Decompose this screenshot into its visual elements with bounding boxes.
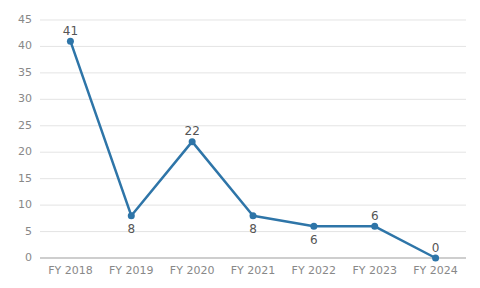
line: [70, 41, 435, 258]
grid-line: [40, 152, 466, 153]
point: [67, 38, 74, 45]
grid-line: [40, 258, 466, 259]
x-tick-label: FY 2022: [292, 264, 337, 277]
grid-line: [40, 72, 466, 73]
x-tick-label: FY 2024: [413, 264, 458, 277]
data-label: 6: [310, 233, 318, 247]
x-axis-line: [40, 258, 466, 259]
grid-line: [40, 99, 466, 100]
data-label: 0: [432, 241, 440, 255]
point: [128, 212, 135, 219]
point: [250, 212, 257, 219]
point: [432, 255, 439, 262]
data-label: 8: [249, 222, 257, 236]
y-tick-label: 40: [18, 39, 32, 52]
y-tick-label: 5: [25, 225, 32, 238]
point: [310, 223, 317, 230]
chart-container: 0 5 10 15 20 25 30 35 40 45 FY 2018 FY 2019 FY 2020 F…: [0, 0, 480, 288]
y-tick-label: 10: [18, 198, 32, 211]
grid-line: [40, 46, 466, 47]
x-tick-label: FY 2021: [231, 264, 276, 277]
x-tick-label: FY 2019: [109, 264, 154, 277]
y-tick-label: 20: [18, 145, 32, 158]
plot-area: [67, 38, 439, 262]
data-label: 22: [185, 124, 200, 138]
grid-line: [40, 178, 466, 179]
chart: 0 5 10 15 20 25 30 35 40 45 FY 2018 FY 2019 FY 2020 F…: [0, 0, 480, 288]
x-tick-label: FY 2020: [170, 264, 215, 277]
y-tick-label: 0: [25, 251, 32, 264]
point: [189, 138, 196, 145]
y-tick-label: 45: [18, 13, 32, 26]
grid-line: [40, 125, 466, 126]
y-tick-label: 25: [18, 119, 32, 132]
grid-line: [40, 20, 466, 21]
y-tick-label: 35: [18, 66, 32, 79]
data-label: 8: [127, 222, 135, 236]
grid: [40, 20, 466, 258]
point: [371, 223, 378, 230]
x-tick-label: FY 2023: [352, 264, 397, 277]
y-tick-label: 30: [18, 92, 32, 105]
y-tick-label: 15: [18, 172, 32, 185]
grid-line: [40, 205, 466, 206]
x-tick-label: FY 2018: [48, 264, 93, 277]
data-label: 41: [63, 24, 78, 38]
data-label: 6: [371, 209, 379, 223]
